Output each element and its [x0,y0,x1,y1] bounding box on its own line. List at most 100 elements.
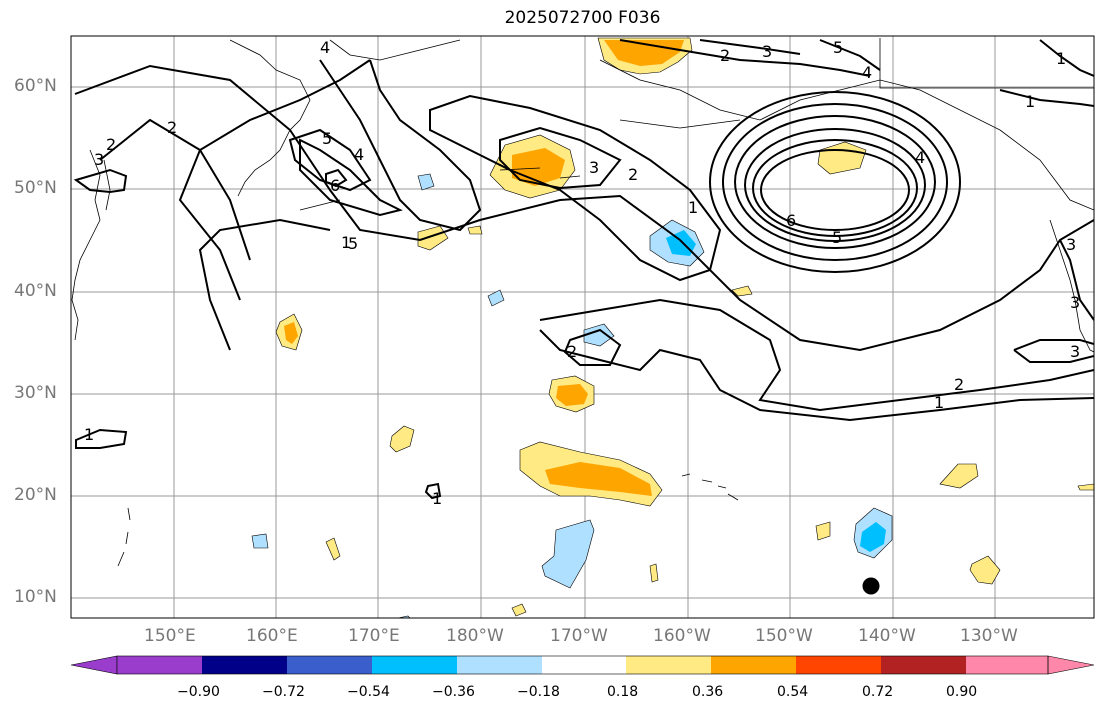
contour-1-west-lower [198,218,331,351]
contour-label: 5 [348,234,358,253]
orange-patch-band [545,462,652,496]
contour-gulf-6 [760,149,910,231]
contour-label: 3 [762,42,772,61]
contour-1-mid [539,329,1094,422]
colorbar-tick-label: 0.36 [692,684,724,700]
contour-label: 1 [432,489,442,508]
contour-label: 5 [832,228,842,247]
storm-center-marker [862,577,880,595]
contour-2-alaska [619,39,871,77]
colorbar-tick-label: −0.72 [262,684,305,700]
contour-gulf-1 [709,91,961,273]
yellow-patch-small7 [325,537,341,561]
contour-label: 3 [589,158,599,177]
contour-lines [73,39,1094,500]
colorbar-seg [626,656,711,674]
contour-1-northeast [1039,39,1094,77]
contour-label: 4 [320,38,330,57]
contour-gulf-3 [734,115,936,249]
colorbar-seg [881,656,966,674]
mariana-islands [117,507,131,567]
contour-label: 6 [330,176,340,195]
contour-5-loop [288,128,372,192]
colorbar-tick-label: 0.72 [862,684,894,700]
contour-4-alaska [819,39,881,71]
colorbar-seg [372,656,457,674]
colorbar [70,655,1095,675]
alaska-coast [599,59,1094,211]
contour-label-group: 4 5 2 3 5 4 1 2 3 2 5 4 6 3 2 1 6 5 4 1 … [84,38,1080,508]
lon-label-160w: 160°W [653,626,711,646]
japan-coast [71,149,101,341]
contour-1-far-east [1013,339,1094,363]
yellow-patch-small4 [389,425,415,453]
contour-2-mid [539,298,1094,412]
contour-1-big [74,64,1094,352]
orange-patch-west3 [284,322,298,344]
colorbar-tick-label: −0.90 [177,684,220,700]
blue-patch-small3 [583,323,615,347]
contour-label: 3 [94,150,104,169]
contour-label: 3 [1070,293,1080,312]
yellow-patch-west2 [467,225,483,235]
contour-label: 6 [786,211,796,230]
contour-label: 1 [1056,49,1066,68]
cyan-patch-east [860,522,886,552]
colorbar-seg [202,656,287,674]
colorbar-seg [966,656,1048,674]
contour-label: 2 [167,118,177,137]
contour-label: 2 [628,165,638,184]
colorbar-seg [117,656,202,674]
contour-3-upper-west [299,138,403,217]
colorbar-max-extend [1047,655,1095,675]
lon-label-160e: 160°E [246,626,298,646]
contour-gulf-5 [752,139,918,237]
contour-2-west [99,118,251,261]
lon-label-170e: 170°E [348,626,400,646]
lon-label-180w: 180°W [446,626,504,646]
colorbar-tick-label: −0.36 [432,684,475,700]
blue-patch-south [541,519,595,589]
lat-label-50n: 50°N [14,178,57,198]
blue-patch-small4 [251,533,269,549]
contour-label: 1 [934,393,944,412]
canada-border [879,38,1094,89]
colorbar-frame [116,655,1049,675]
contour-gulf-4 [744,128,926,242]
colorbar-tick-label: −0.18 [517,684,560,700]
map-title: 2025072700 F036 [504,8,661,28]
lon-label-150w: 150°W [755,626,813,646]
lat-label-60n: 60°N [14,76,57,96]
contour-gulf-2 [722,103,948,261]
contour-1-small-west [75,428,128,449]
contour-label: 5 [322,129,332,148]
yellow-patch-small5 [815,521,831,541]
lon-label-150e: 150°E [144,626,196,646]
yellow-patch-southeast [969,555,1001,585]
lat-label-30n: 30°N [14,383,57,403]
contour-3-alaska [699,39,801,55]
colorbar-min-extend [70,655,118,675]
aleutian-chain [299,119,741,211]
plot-frame [70,35,1095,619]
colorbar-tick-label: 0.54 [777,684,809,700]
contour-2-loop-center [563,328,622,366]
yellow-patch-west1 [417,225,449,251]
contour-aleutian-loop-2 [499,126,622,190]
orange-patch-center [556,384,588,406]
contour-label: 3 [1070,342,1080,361]
lon-label-140w: 140°W [858,626,916,646]
contour-label: 1 [341,233,351,252]
lon-label-130w: 130°W [960,626,1018,646]
contour-3-west [73,168,128,194]
colorbar-tick-label: −0.54 [347,684,390,700]
contour-label: 5 [833,38,843,57]
lon-label-170w: 170°W [550,626,608,646]
blue-patch-small1 [417,173,435,191]
contour-1-south [178,59,371,301]
colorbar-seg [796,656,881,674]
yellow-patch-east [939,463,979,489]
contour-label: 4 [354,145,364,164]
lat-label-10n: 10°N [14,587,57,607]
